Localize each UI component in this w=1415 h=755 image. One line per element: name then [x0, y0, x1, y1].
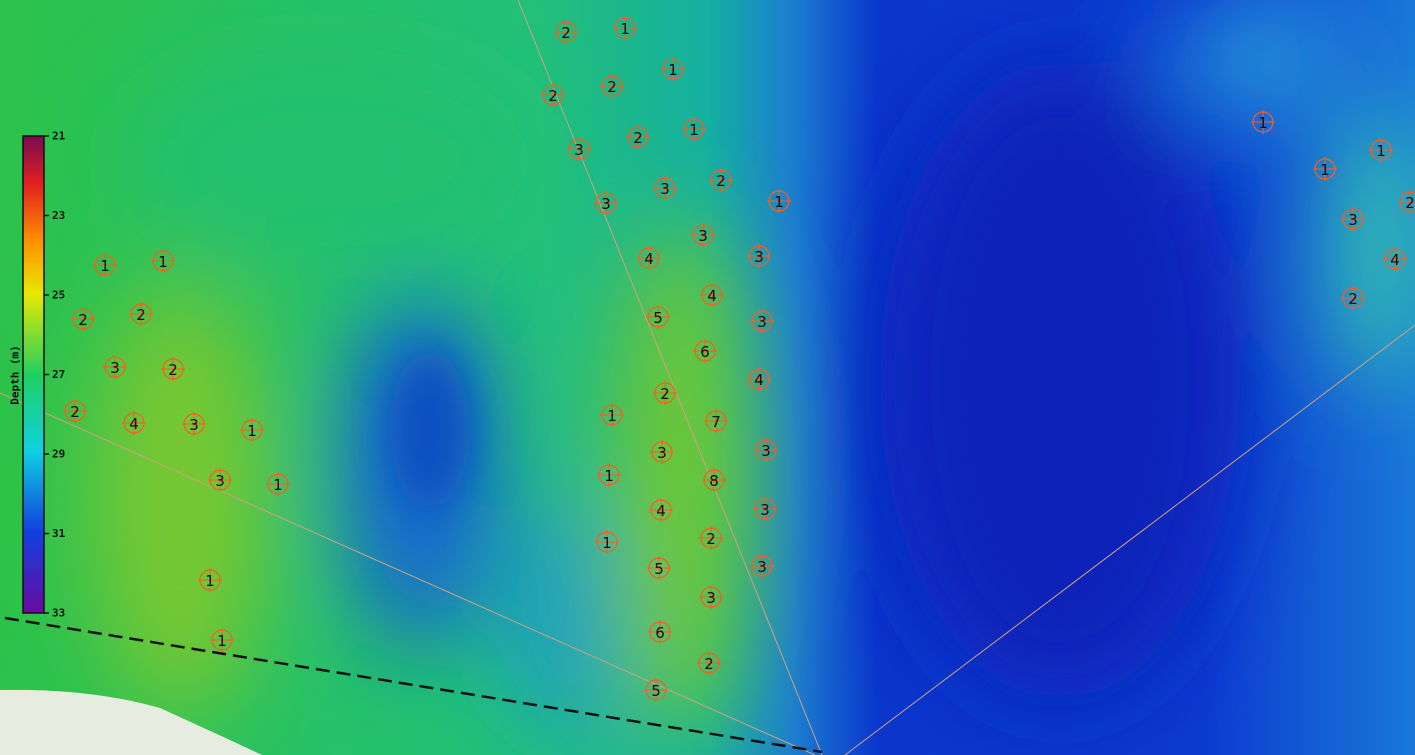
marker-label: 2 — [704, 655, 714, 673]
marker-label: 1 — [205, 572, 215, 590]
marker-label: 1 — [604, 467, 614, 485]
marker-label: 3 — [757, 558, 767, 576]
colorbar-tick-label: 27 — [52, 368, 65, 381]
marker-label: 4 — [754, 371, 764, 389]
marker-label: 3 — [601, 195, 611, 213]
marker-label: 5 — [654, 560, 664, 578]
marker-label: 3 — [698, 227, 708, 245]
marker-label: 6 — [700, 343, 710, 361]
marker-label: 8 — [709, 472, 719, 490]
marker-label: 2 — [561, 24, 571, 42]
marker-label: 2 — [1348, 290, 1358, 308]
marker-label: 1 — [1320, 161, 1330, 179]
colorbar-ramp — [23, 136, 44, 613]
marker-label: 3 — [660, 180, 670, 198]
marker-label: 4 — [644, 250, 654, 268]
marker-label: 4 — [656, 502, 666, 520]
marker-label: 3 — [757, 313, 767, 331]
marker-label: 1 — [158, 253, 168, 271]
marker-label: 2 — [716, 172, 726, 190]
marker-label: 1 — [100, 257, 110, 275]
colorbar-tick-label: 21 — [52, 130, 66, 143]
marker-label: 2 — [706, 530, 716, 548]
marker-label: 2 — [136, 306, 146, 324]
marker-label: 1 — [247, 422, 257, 440]
marker-label: 3 — [574, 141, 584, 159]
marker-label: 5 — [651, 682, 661, 700]
marker-label: 3 — [189, 416, 199, 434]
marker-label: 1 — [668, 61, 678, 79]
marker-label: 3 — [657, 444, 667, 462]
marker-label: 1 — [1376, 142, 1386, 160]
depth-map: 1122322431311121122123233134345364217331… — [0, 0, 1415, 755]
marker-label: 1 — [217, 632, 227, 650]
marker-label: 2 — [660, 385, 670, 403]
marker-label: 3 — [215, 472, 225, 490]
marker-label: 2 — [548, 87, 558, 105]
marker-label: 3 — [754, 248, 764, 266]
marker-label: 2 — [70, 403, 80, 421]
marker-label: 1 — [620, 20, 630, 38]
marker-label: 2 — [1405, 194, 1415, 212]
colorbar-tick-label: 25 — [52, 289, 65, 302]
marker-label: 2 — [168, 361, 178, 379]
marker-label: 2 — [633, 129, 643, 147]
marker-label: 1 — [273, 476, 283, 494]
marker-label: 7 — [711, 413, 721, 431]
colorbar-tick-label: 23 — [52, 209, 65, 222]
marker-label: 6 — [655, 624, 665, 642]
marker-label: 3 — [760, 501, 770, 519]
deep-pocket — [390, 350, 470, 510]
marker-label: 4 — [129, 415, 139, 433]
marker-label: 4 — [1390, 251, 1400, 269]
colorbar-title: Depth (m) — [9, 345, 22, 405]
marker-label: 1 — [1258, 114, 1268, 132]
marker-label: 1 — [607, 407, 617, 425]
marker-label: 2 — [607, 78, 617, 96]
marker-label: 1 — [774, 193, 784, 211]
marker-label: 1 — [689, 121, 699, 139]
colorbar-tick-label: 31 — [52, 527, 66, 540]
marker-label: 3 — [1348, 211, 1358, 229]
colorbar-tick-label: 33 — [52, 607, 65, 620]
marker-label: 1 — [602, 534, 612, 552]
colorbar-tick-label: 29 — [52, 448, 65, 461]
marker-label: 5 — [653, 309, 663, 327]
marker-label: 3 — [706, 589, 716, 607]
marker-label: 3 — [761, 442, 771, 460]
marker-label: 2 — [78, 311, 88, 329]
marker-label: 4 — [707, 287, 717, 305]
marker-label: 3 — [110, 359, 120, 377]
page: {"colorbar": {"title": "Depth (m)", "ran… — [0, 0, 1415, 755]
